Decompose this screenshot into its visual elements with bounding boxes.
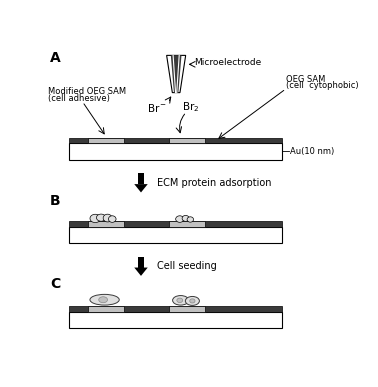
Bar <box>69 143 282 160</box>
Text: C: C <box>50 277 60 291</box>
Ellipse shape <box>177 298 183 303</box>
Ellipse shape <box>90 295 119 305</box>
Ellipse shape <box>187 217 194 222</box>
Bar <box>69 138 282 143</box>
Text: (cell  cytophobic): (cell cytophobic) <box>286 80 359 90</box>
Bar <box>88 138 124 143</box>
Ellipse shape <box>173 296 189 305</box>
Ellipse shape <box>182 216 189 221</box>
Ellipse shape <box>99 297 107 303</box>
Bar <box>169 221 205 227</box>
Bar <box>88 221 124 227</box>
Text: ECM protein adsorption: ECM protein adsorption <box>157 178 272 188</box>
Text: (cell adhesive): (cell adhesive) <box>48 94 110 103</box>
Bar <box>138 173 144 184</box>
Bar <box>138 257 144 267</box>
Ellipse shape <box>90 214 101 223</box>
Polygon shape <box>134 184 148 192</box>
Text: Modified OEG SAM: Modified OEG SAM <box>48 87 126 96</box>
Text: Au(10 nm): Au(10 nm) <box>290 147 334 156</box>
Ellipse shape <box>176 216 184 223</box>
Bar <box>69 306 282 312</box>
Ellipse shape <box>108 216 116 223</box>
Bar <box>169 306 205 312</box>
Text: A: A <box>50 51 61 65</box>
Text: B: B <box>50 194 61 208</box>
Ellipse shape <box>190 299 195 303</box>
Text: Microelectrode: Microelectrode <box>194 58 261 67</box>
Polygon shape <box>171 55 181 92</box>
Text: OEG SAM: OEG SAM <box>286 75 325 84</box>
Polygon shape <box>134 267 148 276</box>
Text: Cell seeding: Cell seeding <box>157 261 217 271</box>
Bar <box>69 312 282 328</box>
Polygon shape <box>167 55 186 92</box>
Bar <box>169 138 205 143</box>
Text: Br$^-$: Br$^-$ <box>147 101 167 113</box>
Ellipse shape <box>185 296 200 305</box>
Bar <box>69 221 282 227</box>
Text: Br$_2$: Br$_2$ <box>182 101 199 115</box>
Bar <box>88 306 124 312</box>
Ellipse shape <box>96 214 106 221</box>
Ellipse shape <box>103 214 112 222</box>
Bar <box>69 227 282 243</box>
